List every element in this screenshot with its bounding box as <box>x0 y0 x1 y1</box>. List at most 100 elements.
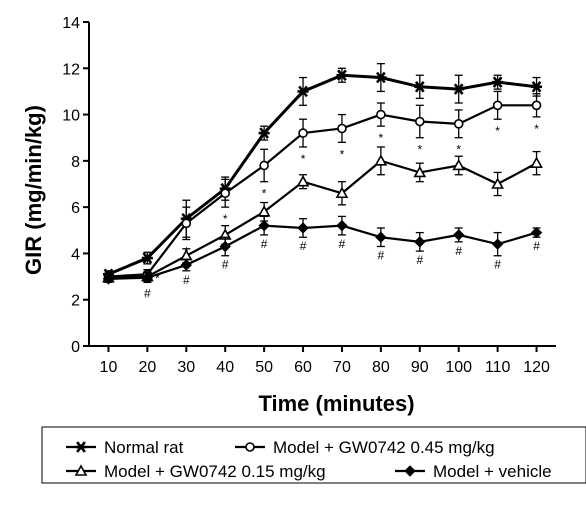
significance-mark: # <box>378 248 385 262</box>
legend-marker <box>74 464 88 476</box>
data-point <box>102 273 115 285</box>
x-tick-label: 30 <box>177 359 195 376</box>
significance-mark: # <box>183 273 190 287</box>
data-point <box>220 188 231 199</box>
marker-circle <box>337 123 347 134</box>
data-point <box>181 218 192 229</box>
legend-item-3: Model + vehicle <box>395 462 552 481</box>
axes: 0 2 4 6 8 10 12 14 10 20 30 40 50 60 70 80 90 100 110 120 Ti… <box>21 15 556 416</box>
significance-mark: # <box>300 239 307 253</box>
significance-mark: * <box>340 147 345 161</box>
x-tick-label: 60 <box>294 359 312 376</box>
data-point <box>376 109 386 120</box>
significance-mark: # <box>222 258 229 272</box>
x-tick-label: 40 <box>216 359 234 376</box>
data-point <box>453 83 465 95</box>
data-point <box>258 219 270 232</box>
marker-triangle <box>296 175 310 187</box>
data-point <box>452 158 466 171</box>
legend-label: Model + GW0742 0.45 mg/kg <box>273 438 495 457</box>
y-axis-title: GIR (mg/min/kg) <box>21 105 46 275</box>
data-point <box>375 71 387 84</box>
y-tick-label: 14 <box>62 15 80 32</box>
marker-triangle <box>452 158 466 171</box>
x-tick-label: 100 <box>445 359 472 376</box>
y-tick-label: 0 <box>71 339 80 356</box>
data-point <box>530 226 543 239</box>
data-point <box>258 127 270 139</box>
y-tick-label: 2 <box>71 293 80 310</box>
x-tick-label: 90 <box>411 359 429 376</box>
data-point <box>530 156 543 168</box>
marker-stroke <box>414 81 425 93</box>
series-line <box>108 159 538 279</box>
series-2 <box>102 146 543 283</box>
data-point <box>298 128 308 138</box>
marker-circle <box>531 100 542 111</box>
data-point <box>492 100 503 111</box>
significance-mark: # <box>339 237 346 251</box>
legend-marker <box>245 442 255 452</box>
data-point <box>335 186 349 199</box>
marker-stroke <box>492 76 503 88</box>
significance-mark: # <box>261 237 268 251</box>
marker-diamond <box>141 272 154 284</box>
significance-mark: * <box>379 131 384 145</box>
significance-mark: # <box>494 258 501 272</box>
legend-box <box>41 426 586 484</box>
data-point <box>336 69 348 81</box>
data-point <box>180 259 192 271</box>
y-tick-label: 8 <box>71 154 80 171</box>
marker-circle <box>376 109 386 120</box>
x-tick-label: 10 <box>100 359 118 376</box>
marker-diamond <box>530 226 543 239</box>
data-point <box>297 222 309 234</box>
marker-diamond <box>258 219 270 232</box>
x-tick-label: 70 <box>333 359 351 376</box>
marker-circle <box>414 116 425 127</box>
marker-triangle <box>530 156 543 168</box>
x-tick-label: 110 <box>485 359 511 376</box>
significance-mark: * <box>223 212 228 226</box>
marker-stroke <box>531 81 542 93</box>
significance-mark: # <box>455 244 462 258</box>
marker-circle <box>453 119 464 129</box>
marker-triangle <box>74 464 88 476</box>
data-point <box>492 76 504 88</box>
plot-area: ***********########### <box>102 63 543 300</box>
significance-mark: * <box>155 271 160 285</box>
significance-mark: * <box>262 187 267 201</box>
marker-diamond <box>180 259 192 271</box>
legend-label: Model + GW0742 0.15 mg/kg <box>104 462 326 481</box>
legend-label: Normal rat <box>104 438 184 457</box>
data-point <box>141 252 153 264</box>
series-line <box>107 73 537 276</box>
data-point <box>491 238 504 250</box>
significance-mark: # <box>144 286 151 300</box>
significance-mark: * <box>301 152 306 166</box>
data-point <box>531 100 542 111</box>
marker-circle <box>245 442 255 452</box>
data-point <box>219 240 231 253</box>
legend-item-2: Model + GW0742 0.15 mg/kg <box>66 462 326 481</box>
data-point <box>179 249 193 261</box>
data-point <box>453 119 464 129</box>
data-point <box>414 81 426 93</box>
series-line <box>108 224 537 280</box>
significance-mark: # <box>533 239 540 253</box>
marker-triangle <box>374 154 388 166</box>
data-point <box>491 177 504 189</box>
legend-marker <box>75 441 87 453</box>
data-point <box>414 116 425 127</box>
marker-triangle <box>413 165 427 178</box>
marker-circle <box>298 128 308 138</box>
marker-diamond <box>219 240 231 253</box>
data-point <box>374 154 388 166</box>
data-point <box>297 85 309 98</box>
marker-stroke <box>453 83 464 95</box>
data-point <box>296 175 310 187</box>
data-point <box>531 81 543 93</box>
significance-mark: * <box>417 143 422 157</box>
series-3: # # # # # # # # # # # <box>102 215 543 300</box>
marker-diamond <box>491 238 504 250</box>
